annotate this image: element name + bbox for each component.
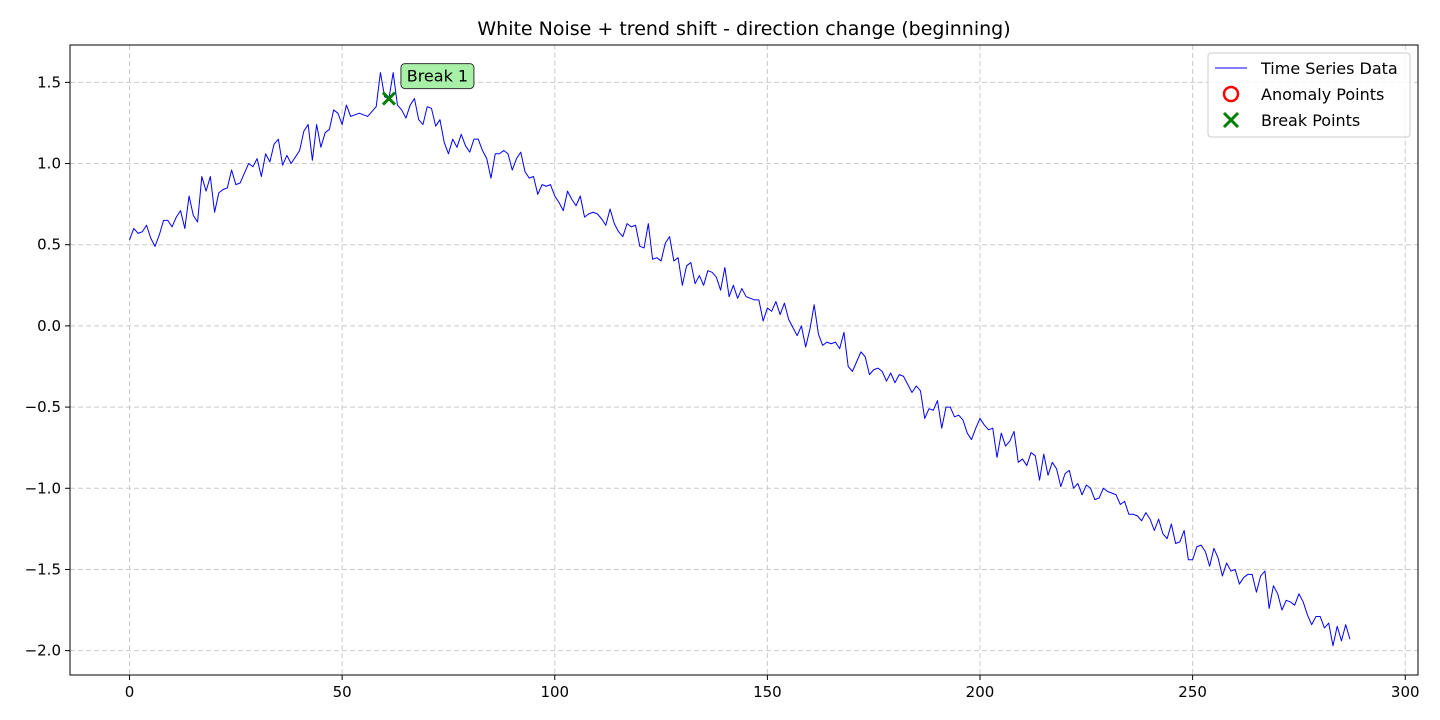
x-tick-label: 150	[753, 683, 782, 701]
chart-title: White Noise + trend shift - direction ch…	[477, 18, 1010, 40]
y-tick-label: 1.5	[37, 73, 61, 91]
y-tick-label: −1.0	[25, 479, 61, 497]
y-tick-label: −0.5	[25, 398, 61, 416]
series-line	[129, 72, 1351, 647]
x-axis: 0 50 100 150 200 250 300	[125, 675, 1420, 701]
x-tick-label: 200	[966, 683, 995, 701]
x-tick-label: 50	[333, 683, 352, 701]
break-annotation-label: Break 1	[407, 67, 468, 86]
legend-box	[1207, 52, 1411, 138]
series-layer	[129, 72, 1351, 647]
y-tick-label: −1.5	[25, 560, 61, 578]
break-markers: Break 1	[381, 63, 475, 106]
x-tick-label: 0	[125, 683, 135, 701]
y-tick-label: −2.0	[25, 642, 61, 660]
plot-frame	[69, 44, 1419, 676]
legend-swatch-x	[1222, 111, 1240, 129]
break-point-marker	[381, 91, 396, 106]
legend-entry: Time Series Data	[1215, 59, 1398, 78]
y-tick-label: 0.0	[37, 317, 61, 335]
y-axis: 1.5 1.0 0.5 0.0 −0.5 −1.0 −1.5 −2.0	[25, 73, 70, 660]
y-tick-label: 1.0	[37, 155, 61, 173]
x-tick-label: 250	[1178, 683, 1207, 701]
y-tick-label: 0.5	[37, 236, 61, 254]
legend: Time Series Data Anomaly Points Break Poin…	[1207, 52, 1411, 138]
break-annotation-box	[400, 63, 475, 90]
x-tick-label: 100	[540, 683, 569, 701]
legend-entry: Anomaly Points	[1222, 85, 1384, 104]
legend-label: Time Series Data	[1260, 59, 1398, 78]
legend-entry: Break Points	[1222, 111, 1360, 130]
legend-label: Break Points	[1261, 111, 1360, 130]
grid	[70, 45, 1418, 675]
legend-swatch-circle	[1222, 85, 1240, 103]
x-tick-label: 300	[1391, 683, 1420, 701]
break-annotation: Break 1	[400, 63, 475, 90]
legend-label: Anomaly Points	[1261, 85, 1384, 104]
